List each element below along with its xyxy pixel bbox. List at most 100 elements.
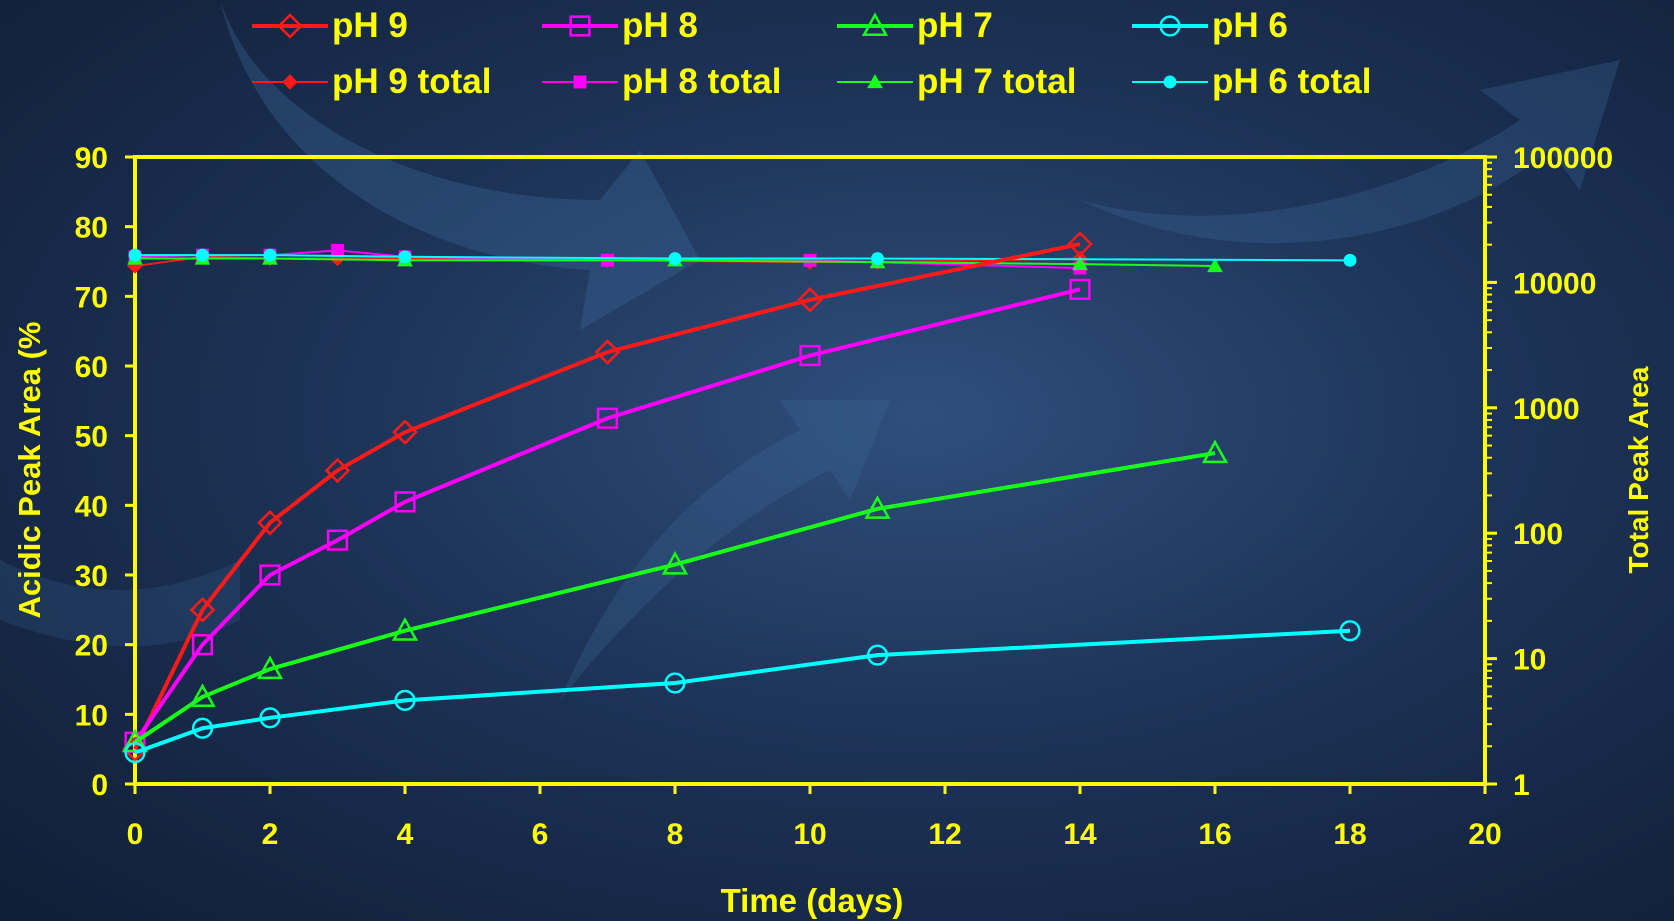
- y-left-tick-label: 80: [75, 212, 108, 245]
- y-left-tick-label: 90: [75, 142, 108, 175]
- x-tick-label: 10: [793, 818, 826, 851]
- y-right-tick-label: 10000: [1513, 267, 1596, 300]
- data-point-ph-8: [799, 344, 821, 367]
- data-point-ph-6: [1339, 620, 1361, 642]
- y-left-tick-label: 0: [91, 769, 108, 802]
- legend-label-ph-8-total: pH 8 total: [622, 62, 782, 101]
- series-line-ph-7-total: [135, 257, 1216, 268]
- series-layer: [121, 231, 1361, 764]
- data-point-ph-9: [189, 597, 216, 623]
- legend-label-ph-6-total: pH 6 total: [1212, 62, 1372, 101]
- x-tick-label: 12: [928, 818, 961, 851]
- y-left-tick-label: 40: [75, 490, 108, 523]
- data-point-ph-6: [191, 717, 214, 739]
- data-point-ph-7: [256, 655, 284, 680]
- y-left-tick-label: 10: [75, 699, 108, 732]
- data-point-ph-7-total: [1072, 256, 1088, 271]
- data-point-ph-7: [1201, 439, 1229, 464]
- data-point-ph-9: [257, 509, 283, 536]
- legend-item-ph-6: pH 6: [1130, 6, 1288, 46]
- legend-item-ph-9-total: pH 9 total: [250, 62, 491, 102]
- data-point-ph-6-total: [398, 250, 412, 264]
- legend-marker: [569, 15, 591, 37]
- data-point-ph-9: [797, 287, 823, 313]
- data-point-ph-6-total: [128, 248, 142, 262]
- data-point-ph-7: [864, 495, 891, 519]
- series-ph-7: [121, 439, 1229, 753]
- series-ph-6: [124, 620, 1361, 764]
- data-point-ph-8-total: [331, 243, 344, 257]
- series-line-ph-9: [133, 242, 1081, 751]
- data-point-ph-9: [392, 419, 418, 445]
- legend-marker: [1159, 15, 1181, 37]
- y-axis-right-title: Total Peak Area: [1623, 366, 1654, 573]
- data-point-ph-6-total: [196, 248, 209, 262]
- legend-item-ph-6-total: pH 6 total: [1130, 62, 1371, 102]
- data-point-ph-6-total: [263, 248, 277, 262]
- legend-label-ph-9: pH 9: [332, 6, 408, 45]
- legend-marker: [277, 13, 303, 39]
- data-point-ph-8: [1069, 278, 1091, 300]
- x-tick-label: 14: [1063, 818, 1097, 851]
- data-point-ph-9: [594, 339, 621, 365]
- y-right-tick-label: 1000: [1513, 393, 1580, 426]
- legend-label-ph-6: pH 6: [1212, 6, 1288, 45]
- data-point-ph-8: [596, 407, 619, 429]
- data-point-ph-7: [661, 550, 689, 575]
- y-left-tick-label: 30: [75, 560, 108, 593]
- legend-marker: [867, 73, 883, 89]
- y-right-tick-label: 1: [1513, 769, 1530, 802]
- y-right-tick-label: 100000: [1513, 142, 1613, 175]
- legend-marker: [282, 74, 298, 90]
- legend-label-ph-7-total: pH 7 total: [917, 62, 1077, 101]
- legend-swatch-ph-8-total: [542, 75, 618, 89]
- data-point-ph-8: [191, 634, 214, 656]
- data-point-ph-6: [259, 707, 281, 729]
- data-point-ph-6: [866, 644, 889, 666]
- legend-item-ph-8-total: pH 8 total: [540, 62, 781, 102]
- series-ph-6-total: [128, 248, 1357, 267]
- chart-legend: pH 9 pH 8 pH 7 pH 6 pH 9 total pH 8 total pH 7…: [250, 6, 1400, 101]
- y-left-tick-label: 20: [75, 630, 108, 663]
- data-point-ph-8: [394, 491, 416, 513]
- x-tick-label: 0: [127, 818, 144, 851]
- data-point-ph-8: [259, 564, 281, 586]
- data-point-ph-6-total: [668, 252, 682, 265]
- legend-swatch-ph-6-total: [1132, 75, 1208, 89]
- legend-marker: [861, 12, 889, 37]
- legend-swatch-ph-9: [252, 13, 328, 39]
- data-point-ph-7-total: [1207, 258, 1223, 273]
- y-axis-left-title: Acidic Peak Area (%: [12, 322, 47, 619]
- x-tick-label: 20: [1468, 818, 1501, 851]
- axes: 0 2 4 6 8 10 12 14 16 18 20 0 10 20 30 40 50 60 70 80 90 1 10 1…: [75, 142, 1613, 851]
- data-point-ph-6: [124, 742, 146, 764]
- series-line-ph-6: [134, 628, 1351, 755]
- legend-item-ph-7: pH 7: [835, 6, 993, 46]
- data-point-ph-6-total: [1343, 253, 1357, 267]
- legend-label-ph-8: pH 8: [622, 6, 698, 45]
- legend-swatch-ph-6: [1132, 15, 1208, 37]
- x-tick-label: 18: [1333, 818, 1366, 851]
- data-point-ph-9: [324, 457, 351, 484]
- x-tick-label: 4: [397, 818, 414, 851]
- data-point-ph-6: [394, 689, 416, 712]
- legend-item-ph-9: pH 9: [250, 6, 408, 46]
- legend-marker: [1163, 75, 1177, 89]
- legend-swatch-ph-8: [542, 15, 618, 37]
- legend-item-ph-7-total: pH 7 total: [835, 62, 1076, 102]
- y-left-tick-label: 60: [75, 351, 108, 384]
- data-point-ph-8-total: [803, 253, 817, 267]
- x-tick-label: 6: [532, 818, 549, 851]
- legend-swatch-ph-7: [837, 12, 913, 37]
- data-point-ph-9: [1067, 231, 1093, 257]
- legend-swatch-ph-9-total: [252, 74, 328, 90]
- series-line-ph-7: [133, 451, 1216, 744]
- data-point-ph-7: [391, 617, 419, 641]
- data-point-ph-6: [664, 672, 686, 694]
- legend-label-ph-9-total: pH 9 total: [332, 62, 492, 101]
- series-ph-9: [122, 231, 1093, 762]
- data-point-ph-6-total: [871, 252, 884, 265]
- data-point-ph-7: [189, 683, 216, 707]
